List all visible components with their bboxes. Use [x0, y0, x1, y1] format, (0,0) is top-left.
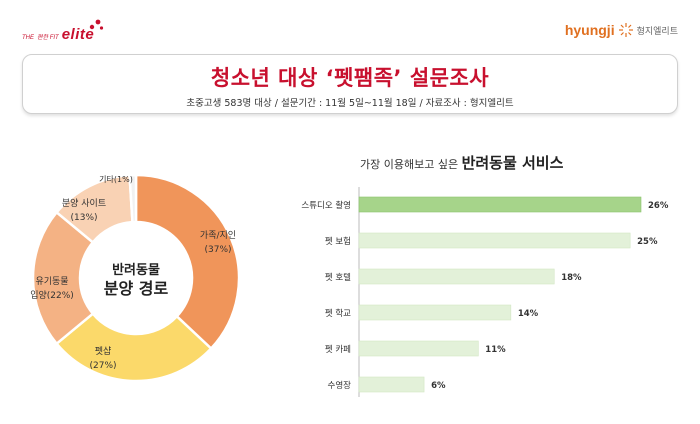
bar-5 [358, 376, 425, 393]
brand-logo-left: THE 편한 FIT elite [22, 19, 104, 43]
donut-slice-0 [134, 173, 241, 351]
donut-label-1: 펫샵 [95, 346, 112, 357]
logo-prefix: THE [22, 35, 34, 41]
bar-category-label-5: 수영장 [328, 380, 352, 391]
donut-center-line-2: 분양 경로 [104, 279, 169, 298]
bar-0 [358, 196, 642, 213]
logo-brand-en: hyungji [564, 22, 615, 38]
bar-value-label-4: 11% [485, 345, 506, 355]
donut-label-4: 기타(1%) [99, 175, 133, 184]
bar-category-label-1: 펫 보험 [325, 236, 351, 247]
brand-logo-right: hyungji 형지엘리트 [565, 22, 678, 38]
header-box: 청소년 대상 ‘펫팸족’ 설문조사 초중고생 583명 대상 / 설문기간 : … [22, 54, 678, 114]
donut-label-0: 가족/지인 [200, 230, 236, 241]
donut-value-3: (13%) [70, 213, 97, 223]
donut-hole [81, 223, 191, 333]
donut-slice-4 [128, 173, 138, 224]
bar-category-label-2: 펫 호텔 [325, 272, 351, 283]
donut-slice-1 [54, 311, 213, 383]
bar-3 [358, 304, 512, 321]
logo-brand-kr: 형지엘리트 [636, 25, 678, 36]
page-title: 청소년 대상 ‘펫팸족’ 설문조사 [210, 66, 490, 90]
bar-category-label-4: 펫 카페 [325, 344, 351, 355]
page-subtitle: 초중고생 583명 대상 / 설문기간 : 11월 5일~11월 18일 / 자… [186, 98, 514, 109]
donut-value-2: 입양(22%) [30, 289, 74, 301]
bar-2 [358, 268, 555, 285]
bar-title-prefix: 가장 이용해보고 싶은 [360, 158, 462, 171]
bar-4 [358, 340, 479, 357]
bar-category-label-0: 스튜디오 촬영 [301, 200, 351, 211]
bar-svg: 스튜디오 촬영 26% 펫 보험 25% 펫 호텔 18% 펫 학교 14% 펫 카페 11% 수영… [301, 187, 669, 397]
sun-icon [618, 23, 633, 37]
bar-value-label-3: 14% [518, 309, 539, 319]
bar-value-label-2: 18% [561, 273, 582, 283]
donut-center-line-1: 반려동물 [112, 262, 160, 278]
bar-chart-title: 가장 이용해보고 싶은 반려동물 서비스 [360, 152, 563, 173]
donut-label-2: 유기동물 [35, 276, 68, 287]
bar-title-bold: 반려동물 서비스 [461, 154, 564, 172]
bar-value-label-0: 26% [648, 201, 669, 211]
bar-category-label-3: 펫 학교 [325, 308, 351, 319]
logo-brand: elite [61, 26, 95, 43]
donut-label-3: 분양 사이트 [62, 198, 106, 209]
footprint-icon [89, 19, 104, 30]
bar-value-label-1: 25% [637, 237, 658, 247]
bar-chart: 스튜디오 촬영 26% 펫 보험 25% 펫 호텔 18% 펫 학교 14% 펫 카페 11% 수영… [280, 185, 680, 400]
donut-value-1: (27%) [89, 361, 116, 371]
donut-value-0: (37%) [204, 245, 231, 255]
logo-mid: 편한 FIT [37, 35, 59, 41]
bar-value-label-5: 6% [431, 381, 446, 391]
bar-1 [358, 232, 631, 249]
